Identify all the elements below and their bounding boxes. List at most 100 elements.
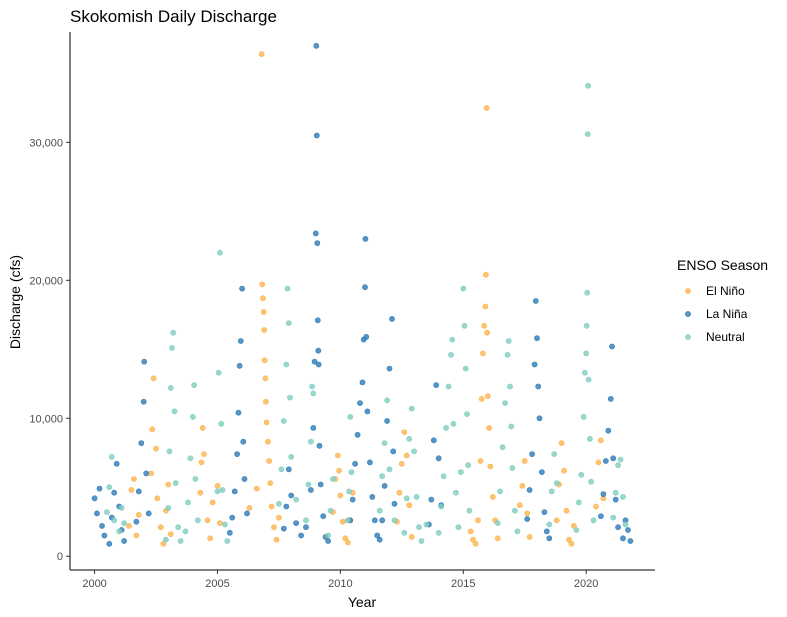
data-point xyxy=(141,358,148,365)
data-point xyxy=(130,476,137,482)
data-point xyxy=(312,230,319,237)
data-point xyxy=(298,532,304,539)
data-point xyxy=(160,540,167,547)
data-point xyxy=(546,535,553,542)
data-point xyxy=(462,365,469,372)
data-point xyxy=(489,493,496,500)
data-point xyxy=(464,411,470,417)
data-point xyxy=(239,285,245,292)
data-point xyxy=(481,322,488,329)
y-tick-label: 20,000 xyxy=(29,275,63,287)
data-point xyxy=(598,437,604,444)
data-point xyxy=(612,489,619,496)
data-point xyxy=(199,424,206,431)
data-point xyxy=(526,534,533,540)
data-point xyxy=(153,445,159,452)
data-point xyxy=(401,429,408,435)
data-point xyxy=(406,502,413,509)
data-point xyxy=(374,532,381,539)
data-point xyxy=(622,521,629,528)
data-point xyxy=(605,427,612,434)
data-point xyxy=(285,320,292,326)
x-tick-label: 2005 xyxy=(205,578,229,590)
series-neutral xyxy=(104,82,629,544)
data-point xyxy=(135,511,142,518)
data-point xyxy=(553,480,560,486)
data-point xyxy=(283,361,290,368)
data-point xyxy=(310,424,317,431)
data-point xyxy=(149,426,156,433)
data-point xyxy=(366,459,373,466)
data-point xyxy=(165,504,172,511)
data-point xyxy=(390,448,397,455)
chart-title: Skokomish Daily Discharge xyxy=(70,7,277,26)
data-point xyxy=(91,495,98,502)
data-point xyxy=(602,458,609,464)
data-point xyxy=(194,517,201,524)
data-point xyxy=(524,516,531,522)
data-point xyxy=(452,489,459,496)
data-point xyxy=(234,451,240,457)
data-point xyxy=(449,336,456,343)
data-point xyxy=(278,466,285,473)
data-point xyxy=(526,487,533,493)
data-point xyxy=(209,499,216,506)
data-point xyxy=(293,520,299,526)
data-point xyxy=(362,235,369,242)
data-point xyxy=(620,535,626,542)
data-point xyxy=(216,249,223,256)
data-point xyxy=(283,503,290,510)
data-point xyxy=(207,535,213,542)
data-point xyxy=(303,524,309,531)
data-point xyxy=(237,338,244,344)
data-point xyxy=(214,482,221,489)
data-point xyxy=(349,496,356,503)
data-point xyxy=(448,351,454,358)
data-point xyxy=(532,298,539,304)
data-point xyxy=(104,509,110,515)
data-point xyxy=(507,383,513,390)
data-point xyxy=(198,459,205,466)
data-point xyxy=(121,520,127,526)
data-point xyxy=(593,503,599,510)
data-point xyxy=(512,507,518,514)
data-point xyxy=(445,383,452,390)
data-point xyxy=(313,42,320,49)
data-point xyxy=(303,517,309,524)
legend: ENSO Season El Niño La Niña Neutral xyxy=(677,257,768,344)
data-point xyxy=(610,455,617,462)
data-point xyxy=(175,524,182,531)
data-point xyxy=(197,489,204,496)
data-point xyxy=(162,536,169,543)
data-point xyxy=(315,347,322,354)
data-point xyxy=(347,413,354,420)
data-point xyxy=(327,507,334,514)
series-el-ni-o xyxy=(126,51,607,547)
data-point xyxy=(617,456,624,463)
data-point xyxy=(218,420,225,427)
data-point xyxy=(505,338,512,344)
data-point xyxy=(336,467,342,474)
data-point xyxy=(580,413,587,420)
data-point xyxy=(384,397,390,404)
data-point xyxy=(244,510,250,517)
data-point xyxy=(99,523,105,529)
y-axis-ticks: 0 10,000 20,000 30,000 xyxy=(29,137,70,563)
data-point xyxy=(216,520,223,526)
data-point xyxy=(224,538,231,544)
data-point xyxy=(521,458,528,464)
data-point xyxy=(508,423,515,430)
data-point xyxy=(106,540,113,547)
data-point xyxy=(625,527,631,533)
data-point xyxy=(285,466,292,473)
data-point xyxy=(133,518,140,525)
data-point xyxy=(587,435,593,442)
data-point xyxy=(189,413,196,420)
legend-label: Neutral xyxy=(706,330,745,344)
data-point xyxy=(499,444,506,451)
data-point xyxy=(543,528,550,535)
data-point xyxy=(430,437,437,444)
data-point xyxy=(121,538,127,544)
data-point xyxy=(94,510,100,517)
